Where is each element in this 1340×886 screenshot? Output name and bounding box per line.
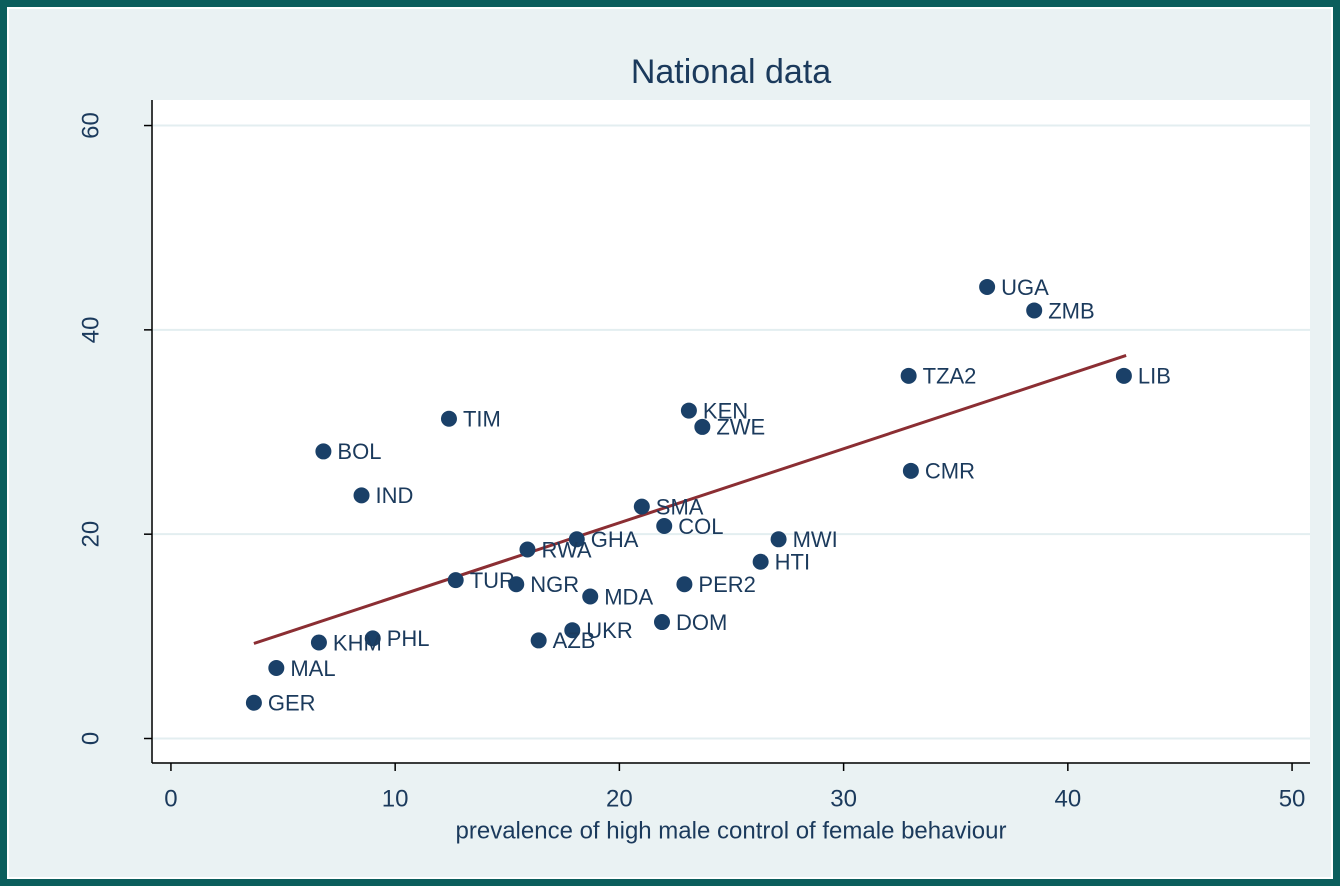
point-label: COL (678, 514, 723, 539)
point-label: KHM (333, 630, 382, 655)
point (979, 278, 996, 295)
point (447, 572, 464, 589)
point (902, 462, 919, 479)
point (353, 487, 370, 504)
point-label: RWA (541, 537, 591, 562)
point (752, 553, 769, 570)
x-tick-label: 30 (830, 785, 857, 812)
point-label: IND (376, 483, 414, 508)
point (653, 614, 670, 631)
point-label: DOM (676, 610, 727, 635)
y-tick-label: 40 (77, 317, 104, 344)
x-axis-label: prevalence of high male control of femal… (456, 817, 1007, 844)
point-label: NGR (530, 572, 579, 597)
point-label: PER2 (698, 572, 755, 597)
y-tick-label: 20 (77, 521, 104, 548)
point (268, 660, 285, 677)
plot-area (153, 100, 1310, 762)
point-label: TIM (463, 407, 501, 432)
point (656, 518, 673, 535)
x-tick-label: 20 (606, 785, 633, 812)
point (530, 632, 547, 649)
point (440, 410, 457, 427)
point-label: HTI (775, 550, 810, 575)
point (694, 418, 711, 435)
point (770, 531, 787, 548)
chart-title: National data (631, 53, 831, 91)
point-label: GER (268, 691, 316, 716)
point (633, 498, 650, 515)
point (315, 443, 332, 460)
point (508, 576, 525, 593)
point (1026, 302, 1043, 319)
point-label: BOL (337, 439, 381, 464)
point (564, 622, 581, 639)
x-tick-label: 0 (164, 785, 177, 812)
point-label: MDA (604, 584, 653, 609)
point-label: MAL (290, 656, 335, 681)
x-tick-label: 10 (382, 785, 409, 812)
point (582, 588, 599, 605)
point (310, 634, 327, 651)
point-label: CMR (925, 459, 975, 484)
point-label: TZA2 (923, 364, 977, 389)
point-label: UKR (586, 618, 632, 643)
point-label: GHA (591, 527, 639, 552)
point-label: UGA (1001, 275, 1049, 300)
point (1115, 367, 1132, 384)
point-label: ZWE (716, 415, 765, 440)
point-label: TUR (470, 568, 515, 593)
point-label: PHL (387, 626, 430, 651)
point-label: ZMB (1048, 298, 1094, 323)
point-label: AZB (553, 628, 596, 653)
point (568, 531, 585, 548)
point-label: SMA (656, 494, 704, 519)
point-label: LIB (1138, 364, 1171, 389)
point (676, 576, 693, 593)
point (364, 630, 381, 647)
y-tick-label: 60 (77, 112, 104, 139)
y-tick-label: 0 (77, 732, 104, 745)
x-tick-label: 50 (1279, 785, 1306, 812)
point (900, 367, 917, 384)
point (680, 402, 697, 419)
x-tick-label: 40 (1054, 785, 1081, 812)
point (245, 694, 262, 711)
fit-line (253, 353, 1127, 645)
point (519, 541, 536, 558)
point-label: MWI (793, 527, 838, 552)
point-label: KEN (703, 398, 748, 423)
